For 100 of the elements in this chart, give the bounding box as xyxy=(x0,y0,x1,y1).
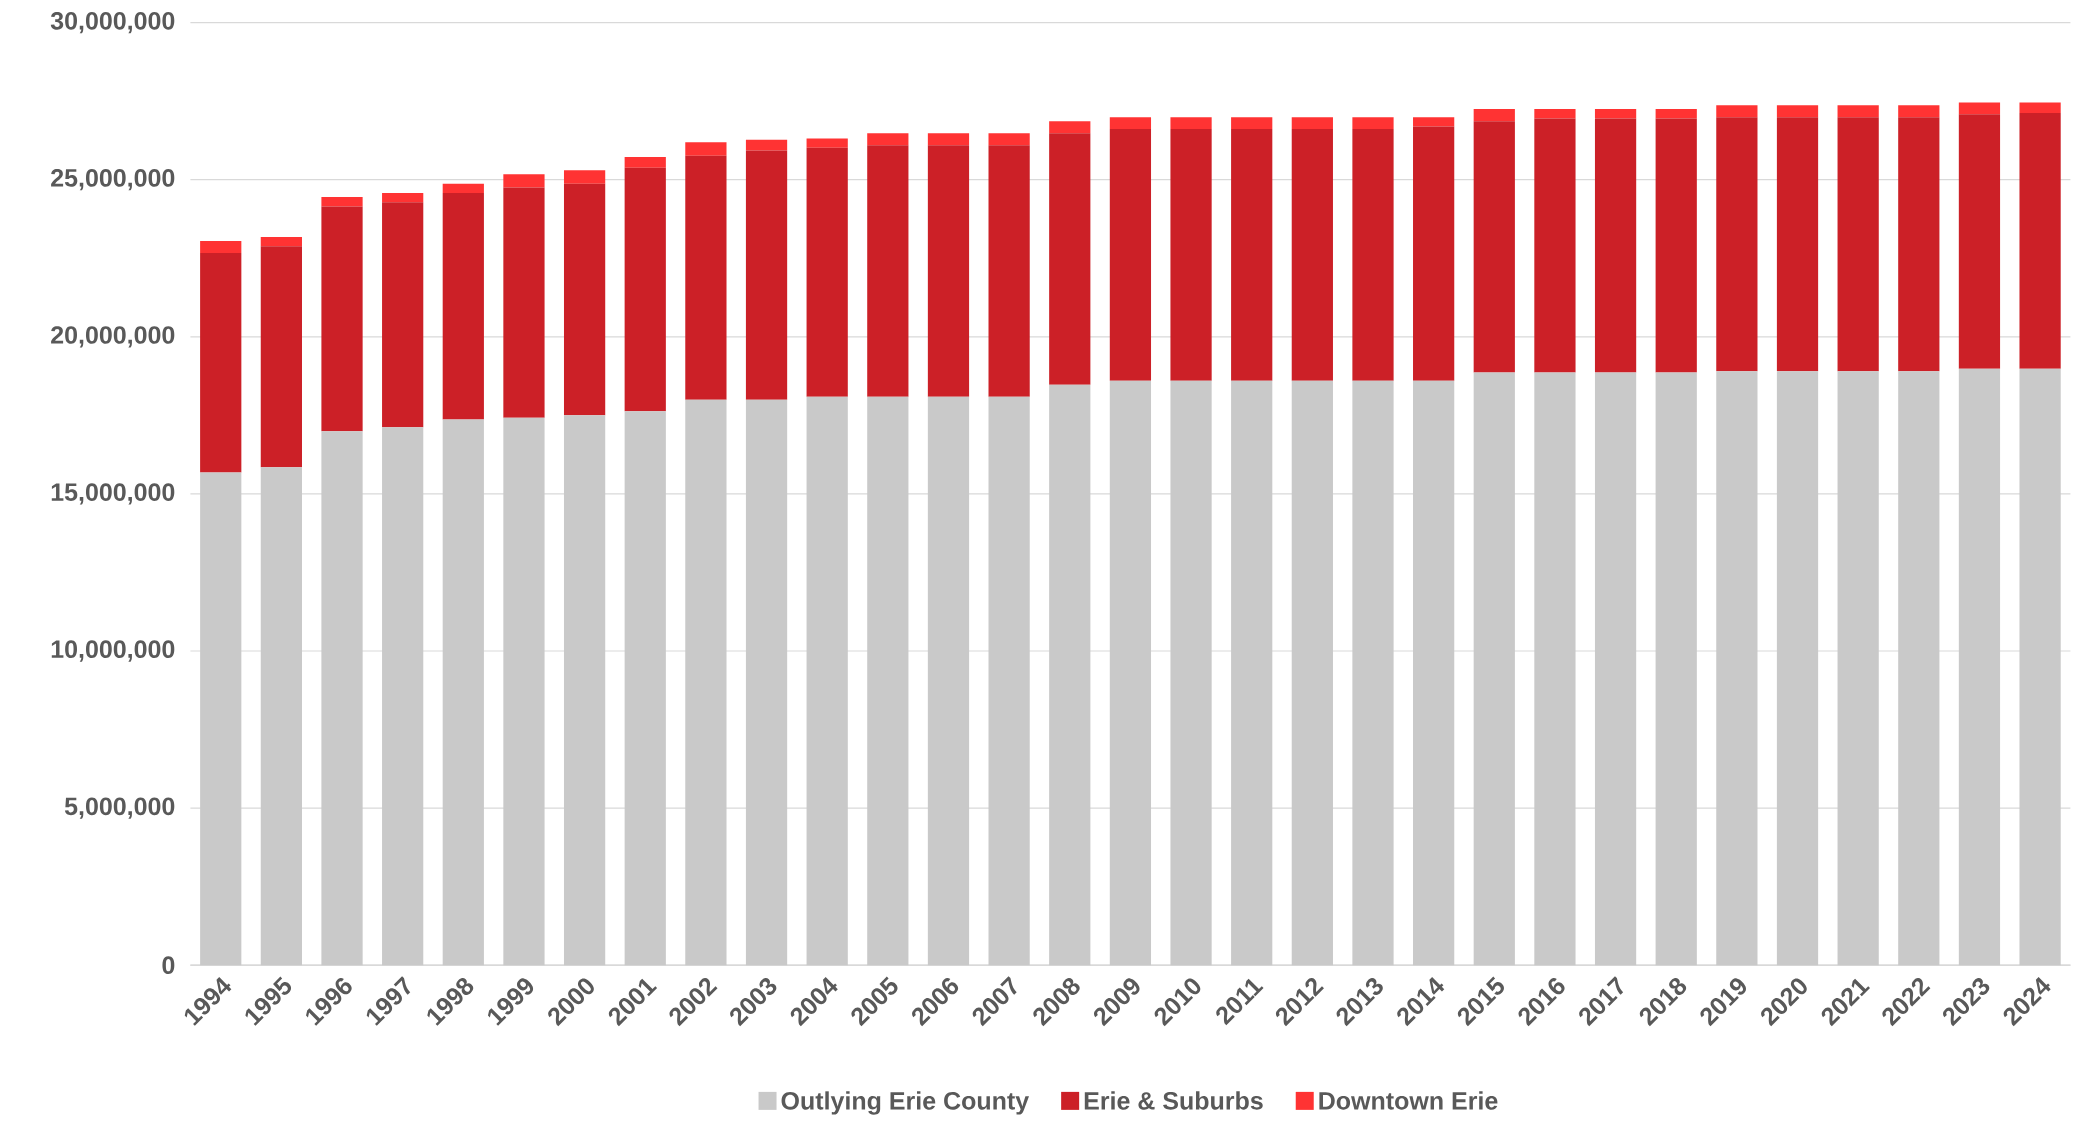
bar xyxy=(867,133,909,146)
bar xyxy=(1898,105,1940,118)
bar xyxy=(1716,117,1758,372)
bar xyxy=(745,139,788,151)
bar xyxy=(1473,109,1515,122)
bar xyxy=(1170,380,1212,966)
bar xyxy=(1049,133,1091,385)
bar xyxy=(1170,117,1212,130)
bar xyxy=(1413,126,1455,381)
bar xyxy=(503,187,545,418)
legend-label: Downtown Erie xyxy=(1319,1091,1498,1110)
bar xyxy=(1534,372,1576,966)
bar xyxy=(442,183,484,193)
y-tick-label: 25,000,000 xyxy=(51,169,175,191)
bar xyxy=(685,399,727,966)
legend-label: Erie & Suburbs xyxy=(1084,1091,1263,1110)
bar xyxy=(1109,117,1152,130)
bar xyxy=(867,145,909,397)
bar xyxy=(1594,372,1637,966)
bar xyxy=(745,399,788,966)
bar xyxy=(1291,380,1333,966)
y-tick-label: 30,000,000 xyxy=(50,11,175,34)
bar xyxy=(988,396,1030,966)
legend-label: Outlying Erie County xyxy=(781,1091,1030,1115)
bar xyxy=(988,133,1030,146)
bar xyxy=(745,150,788,400)
bar xyxy=(321,431,363,966)
bar xyxy=(563,170,606,184)
bar xyxy=(442,192,484,420)
bar xyxy=(1109,129,1152,381)
bar xyxy=(1594,118,1637,373)
bar xyxy=(1231,129,1273,381)
bar xyxy=(1898,371,1940,966)
bar xyxy=(1352,117,1394,130)
bar xyxy=(1109,380,1152,966)
bar xyxy=(1291,129,1333,381)
bar xyxy=(806,396,848,966)
bar xyxy=(927,145,970,397)
bar xyxy=(1231,380,1273,966)
y-tick-label: 5,000,000 xyxy=(64,797,175,819)
bar xyxy=(624,157,666,168)
bar xyxy=(200,472,242,966)
bar xyxy=(1958,102,2001,115)
bar xyxy=(1958,368,2001,966)
y-tick-label: 20,000,000 xyxy=(51,326,175,348)
bar xyxy=(503,417,545,966)
y-tick-label: 10,000,000 xyxy=(51,640,175,662)
bar xyxy=(1837,117,1879,372)
bar xyxy=(1049,121,1091,134)
bar xyxy=(1534,118,1576,373)
y-tick-label: 15,000,000 xyxy=(51,483,175,505)
bar xyxy=(1898,117,1940,372)
bar xyxy=(685,155,727,400)
bar xyxy=(1655,372,1697,966)
bar xyxy=(382,192,424,203)
bar xyxy=(1352,129,1394,381)
bar xyxy=(1413,117,1455,127)
bar xyxy=(200,240,242,253)
bar xyxy=(200,252,242,473)
bar xyxy=(260,467,302,966)
bar xyxy=(1291,117,1333,130)
bar xyxy=(1352,380,1394,966)
bar xyxy=(2019,113,2061,369)
bar xyxy=(1473,372,1515,966)
bar xyxy=(927,396,970,966)
bar xyxy=(2019,102,2061,114)
bar xyxy=(260,236,302,247)
bar xyxy=(624,411,666,966)
bar xyxy=(1776,371,1819,966)
bar xyxy=(1413,380,1455,966)
bar xyxy=(624,167,666,412)
bar xyxy=(442,419,484,966)
bar xyxy=(382,202,424,428)
bar xyxy=(1958,114,2001,369)
bar xyxy=(867,396,909,966)
bar xyxy=(1837,105,1879,118)
bar xyxy=(1655,118,1697,373)
bar xyxy=(382,427,424,966)
bar xyxy=(321,196,363,207)
bar xyxy=(1594,109,1637,119)
bar xyxy=(321,206,363,432)
bar xyxy=(927,133,970,146)
bar xyxy=(563,183,606,416)
bar xyxy=(1049,384,1091,966)
bar xyxy=(1837,371,1879,966)
bar xyxy=(806,147,848,397)
bar xyxy=(1776,105,1819,118)
bar xyxy=(563,415,606,966)
y-tick-label: 0 xyxy=(162,956,175,975)
bar xyxy=(685,142,727,156)
bar xyxy=(1473,121,1515,373)
bar xyxy=(503,174,545,188)
bar xyxy=(1170,129,1212,381)
bar xyxy=(988,145,1030,397)
bar xyxy=(1716,105,1758,118)
bar xyxy=(806,138,848,148)
bar xyxy=(1231,117,1273,130)
bar xyxy=(1776,117,1819,372)
bar xyxy=(2019,368,2061,966)
bar xyxy=(260,246,302,468)
